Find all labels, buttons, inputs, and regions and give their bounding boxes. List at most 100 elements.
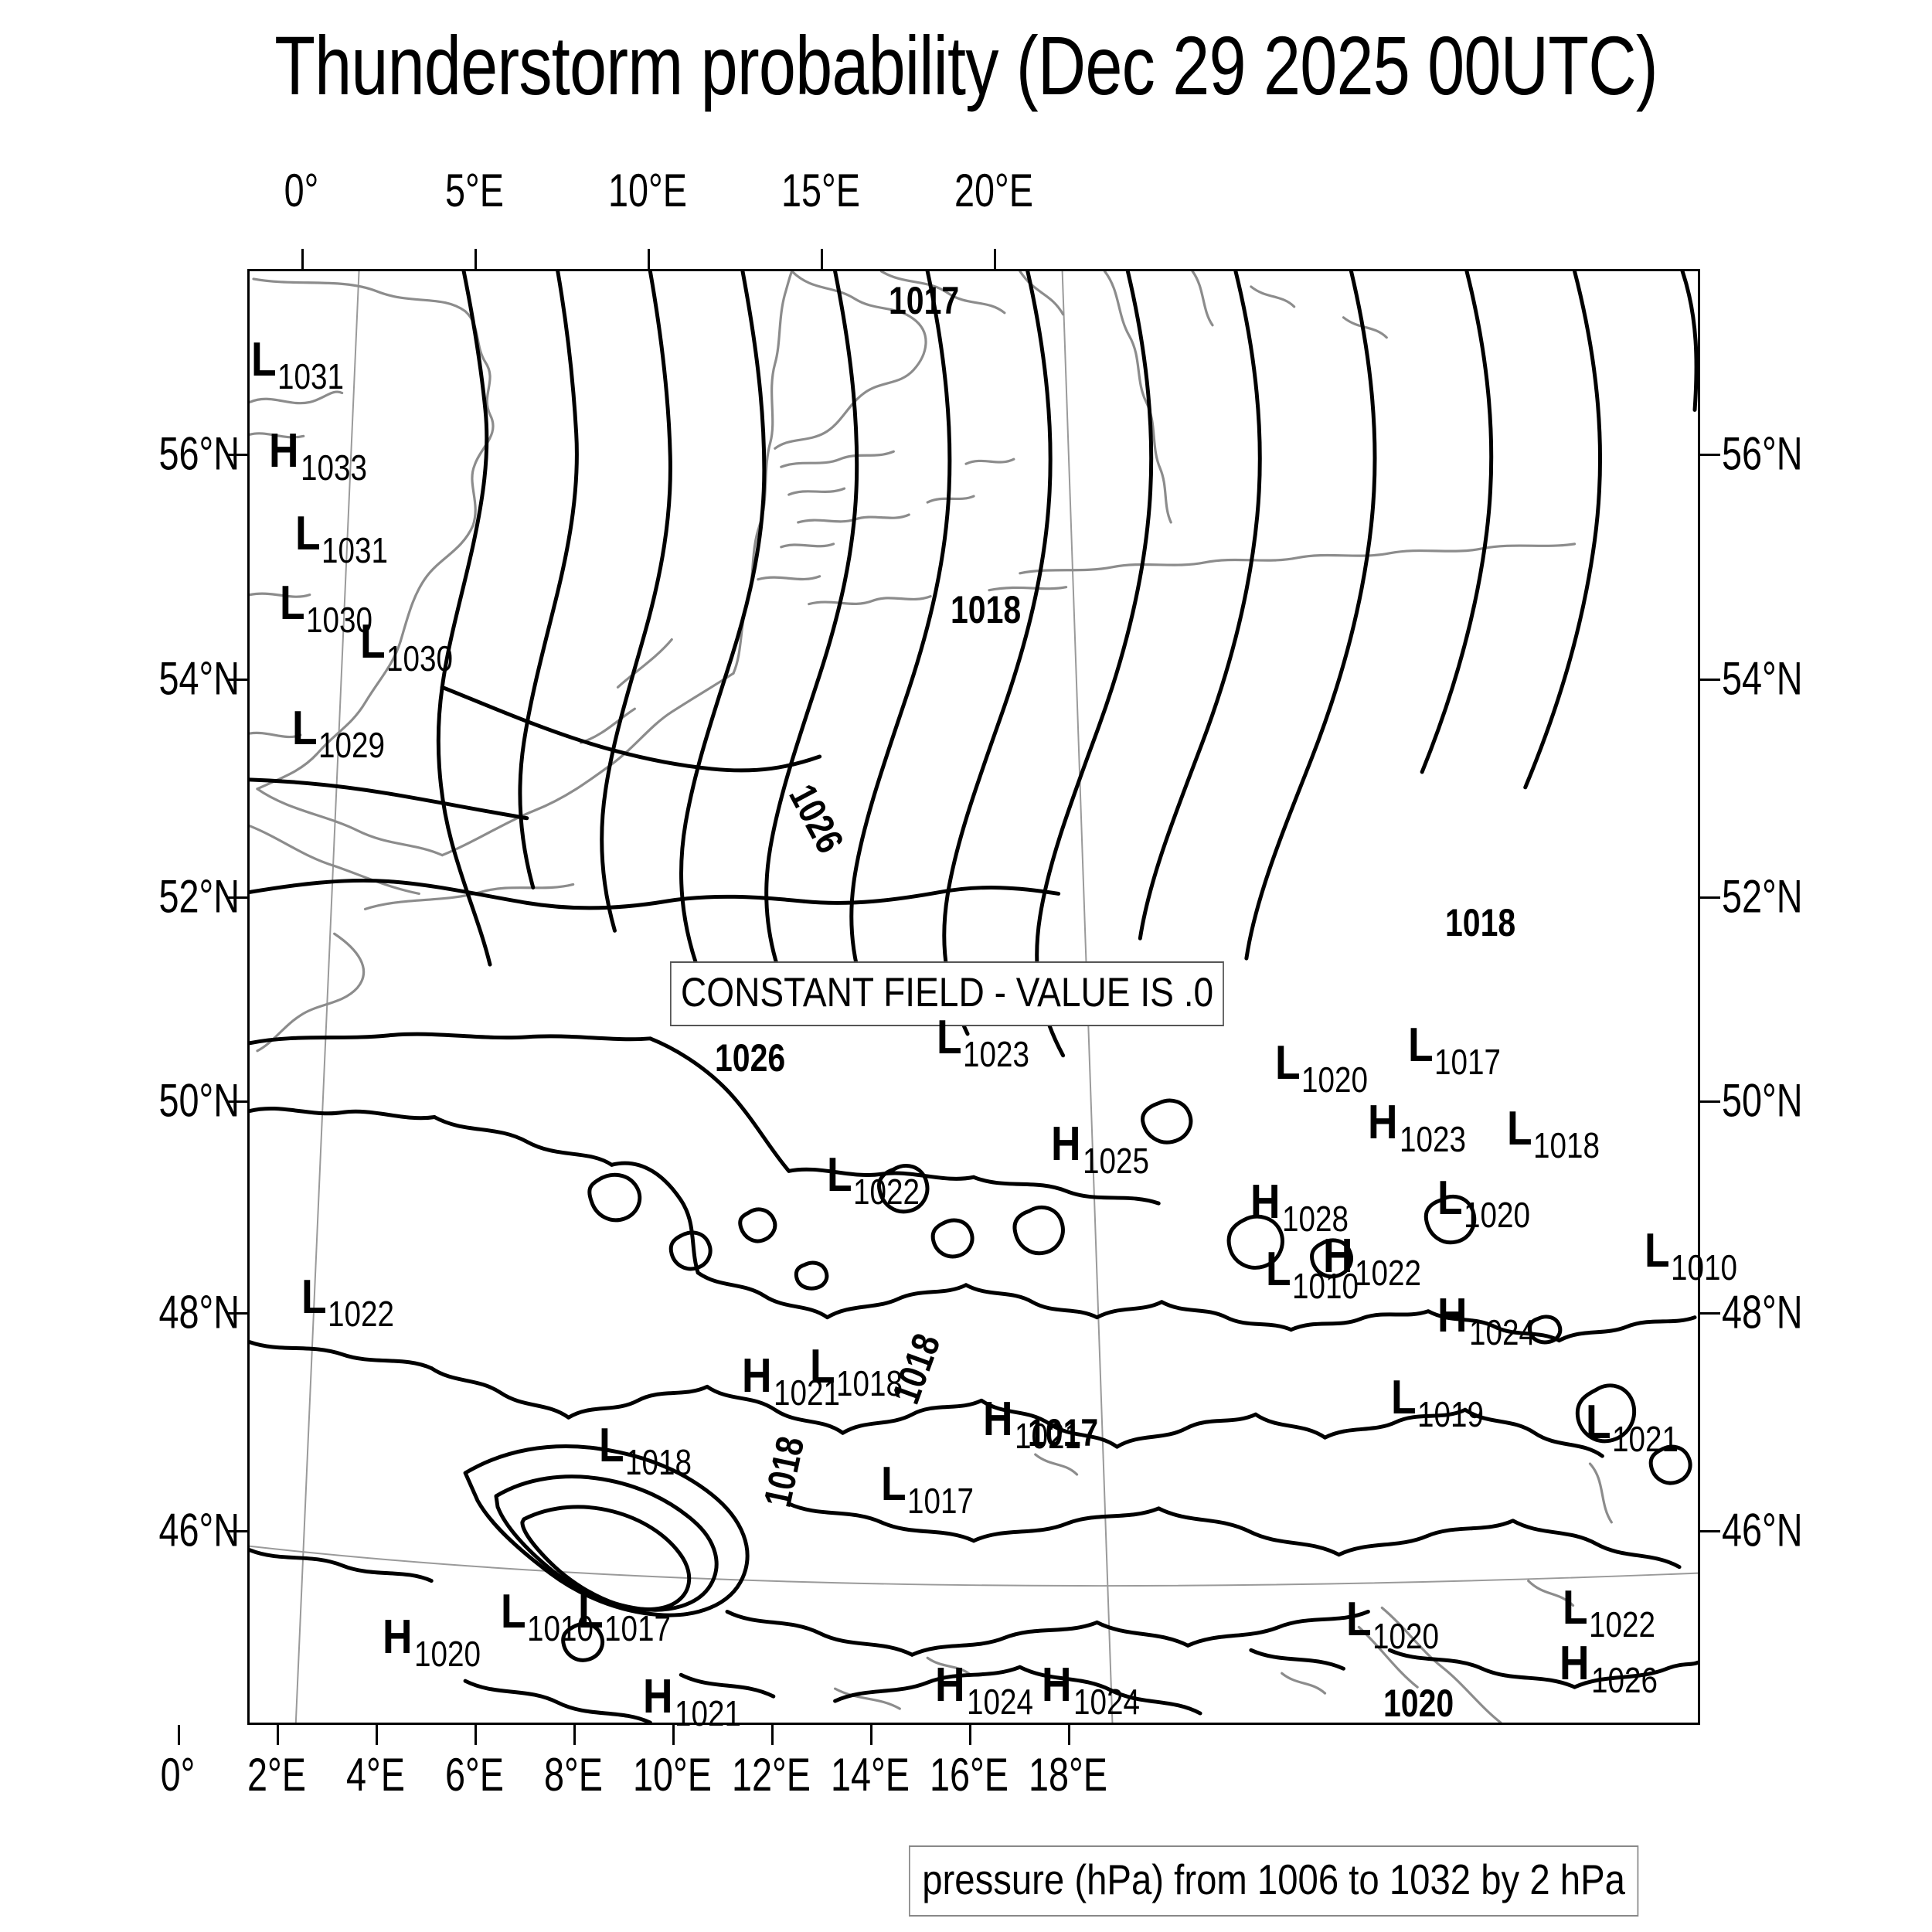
pressure-center-symbol: L bbox=[1408, 1019, 1434, 1072]
pressure-center-h-35: H1024 bbox=[1042, 1662, 1155, 1720]
pressure-center-value: 1022 bbox=[852, 1172, 920, 1212]
axis-tick-right-1 bbox=[1700, 679, 1720, 681]
pressure-center-h-20: H1021 bbox=[742, 1352, 855, 1411]
axis-tick-bottom-3 bbox=[474, 1725, 477, 1745]
contour-label-1: 1018 bbox=[951, 588, 1022, 631]
axis-label-bottom-9: 18°E bbox=[1029, 1749, 1107, 1801]
pressure-center-l-6: L1023 bbox=[937, 1011, 1045, 1073]
axis-tick-left-3 bbox=[227, 1100, 247, 1103]
axis-label-left-2: 52°N bbox=[158, 870, 240, 923]
pressure-center-value: 1023 bbox=[962, 1034, 1029, 1074]
pressure-center-symbol: H bbox=[383, 1611, 413, 1664]
contour-label-7: 1017 bbox=[1028, 1411, 1099, 1454]
pressure-center-l-0: L1031 bbox=[251, 333, 359, 395]
pressure-center-l-15: L1010 bbox=[1266, 1243, 1374, 1304]
axis-label-right-0: 56°N bbox=[1722, 427, 1803, 480]
axis-label-right-2: 52°N bbox=[1722, 870, 1803, 923]
pressure-center-value: 1017 bbox=[604, 1608, 671, 1648]
pressure-center-value: 1024 bbox=[966, 1682, 1033, 1722]
pressure-center-value: 1025 bbox=[1082, 1141, 1149, 1181]
pressure-center-h-12: H1028 bbox=[1250, 1179, 1364, 1237]
pressure-center-h-9: H1023 bbox=[1368, 1099, 1481, 1158]
axis-tick-bottom-7 bbox=[870, 1725, 872, 1745]
pressure-center-l-17: L1010 bbox=[1645, 1224, 1753, 1286]
pressure-center-h-22: H1021 bbox=[983, 1393, 1097, 1454]
pressure-center-value: 1031 bbox=[277, 356, 344, 396]
axis-label-top-0: 0° bbox=[284, 165, 319, 216]
pressure-center-l-8: L1017 bbox=[1408, 1019, 1516, 1080]
axis-tick-top-4 bbox=[994, 249, 996, 269]
pressure-center-symbol: L bbox=[881, 1458, 906, 1511]
coastline-layer bbox=[250, 271, 1613, 1723]
pressure-center-value: 1021 bbox=[1611, 1419, 1679, 1459]
pressure-center-l-24: L1021 bbox=[1586, 1396, 1694, 1458]
pressure-center-value: 1020 bbox=[1372, 1616, 1439, 1656]
pressure-center-symbol: H bbox=[935, 1658, 965, 1712]
pressure-center-symbol: L bbox=[292, 702, 318, 755]
axis-tick-left-0 bbox=[227, 454, 247, 456]
pressure-center-symbol: L bbox=[1346, 1593, 1372, 1646]
axis-tick-left-4 bbox=[227, 1312, 247, 1315]
axis-label-bottom-8: 16°E bbox=[930, 1749, 1009, 1801]
axis-label-bottom-3: 6°E bbox=[445, 1749, 504, 1801]
pressure-center-symbol: H bbox=[983, 1393, 1013, 1446]
pressure-center-l-4: L1030 bbox=[360, 615, 468, 677]
pressure-center-value: 1030 bbox=[305, 600, 372, 640]
pressure-center-value: 1010 bbox=[1291, 1266, 1359, 1306]
pressure-center-value: 1017 bbox=[906, 1481, 974, 1521]
contour-label-0: 1017 bbox=[889, 279, 960, 322]
axis-label-top-1: 5°E bbox=[445, 165, 504, 216]
pressure-center-symbol: L bbox=[937, 1011, 962, 1064]
pressure-center-symbol: L bbox=[501, 1585, 526, 1638]
pressure-center-l-21: L1018 bbox=[810, 1343, 918, 1402]
pressure-center-value: 1029 bbox=[318, 725, 385, 765]
axis-label-left-3: 50°N bbox=[158, 1074, 240, 1127]
axis-label-left-1: 54°N bbox=[158, 652, 240, 705]
axis-tick-bottom-2 bbox=[376, 1725, 378, 1745]
pressure-center-h-11: H1025 bbox=[1051, 1121, 1165, 1179]
axis-label-left-5: 46°N bbox=[158, 1504, 240, 1556]
pressure-center-symbol: H bbox=[643, 1670, 673, 1723]
pressure-center-symbol: L bbox=[1266, 1243, 1291, 1296]
pressure-center-value: 1021 bbox=[773, 1372, 840, 1413]
pressure-center-value: 1033 bbox=[300, 447, 367, 488]
pressure-center-symbol: L bbox=[251, 333, 277, 386]
axis-tick-bottom-0 bbox=[178, 1725, 180, 1745]
pressure-center-h-32: H1026 bbox=[1560, 1640, 1673, 1699]
pressure-center-symbol: L bbox=[280, 577, 305, 630]
axis-tick-bottom-5 bbox=[672, 1725, 675, 1745]
pressure-center-value: 1026 bbox=[1590, 1660, 1658, 1700]
pressure-center-value: 1010 bbox=[1670, 1247, 1737, 1287]
pressure-center-symbol: L bbox=[301, 1270, 327, 1324]
pressure-center-l-25: L1018 bbox=[599, 1422, 707, 1481]
pressure-center-value: 1020 bbox=[1301, 1060, 1368, 1100]
pressure-center-symbol: H bbox=[1437, 1289, 1468, 1342]
axis-label-left-0: 56°N bbox=[158, 427, 240, 480]
pressure-center-l-26: L1017 bbox=[881, 1458, 989, 1519]
pressure-center-symbol: L bbox=[1645, 1224, 1670, 1277]
legend-pressure-range: pressure (hPa) from 1006 to 1032 by 2 hP… bbox=[909, 1845, 1639, 1917]
axis-label-right-1: 54°N bbox=[1722, 652, 1803, 705]
axis-label-right-5: 46°N bbox=[1722, 1504, 1803, 1556]
pressure-center-l-14: L1022 bbox=[827, 1151, 935, 1210]
pressure-center-value: 1030 bbox=[386, 638, 453, 679]
pressure-center-h-1: H1033 bbox=[269, 424, 383, 486]
axis-tick-bottom-4 bbox=[573, 1725, 576, 1745]
pressure-center-symbol: H bbox=[269, 424, 299, 478]
pressure-center-symbol: L bbox=[360, 615, 386, 668]
pressure-center-value: 1018 bbox=[835, 1363, 903, 1403]
axis-label-bottom-6: 12°E bbox=[732, 1749, 811, 1801]
axis-tick-bottom-6 bbox=[771, 1725, 774, 1745]
pressure-center-value: 1021 bbox=[674, 1693, 741, 1733]
axis-tick-right-5 bbox=[1700, 1530, 1720, 1532]
axis-tick-left-2 bbox=[227, 896, 247, 899]
pressure-center-l-31: L1022 bbox=[1563, 1584, 1671, 1643]
axis-tick-bottom-1 bbox=[277, 1725, 279, 1745]
pressure-center-value: 1031 bbox=[321, 530, 388, 570]
page-title: Thunderstorm probability (Dec 29 2025 00… bbox=[274, 19, 1658, 112]
pressure-center-value: 1018 bbox=[624, 1442, 692, 1482]
axis-label-top-3: 15°E bbox=[781, 165, 860, 216]
pressure-center-value: 1023 bbox=[1399, 1119, 1466, 1159]
pressure-center-symbol: L bbox=[1586, 1396, 1611, 1449]
pressure-center-value: 1017 bbox=[1434, 1042, 1501, 1082]
